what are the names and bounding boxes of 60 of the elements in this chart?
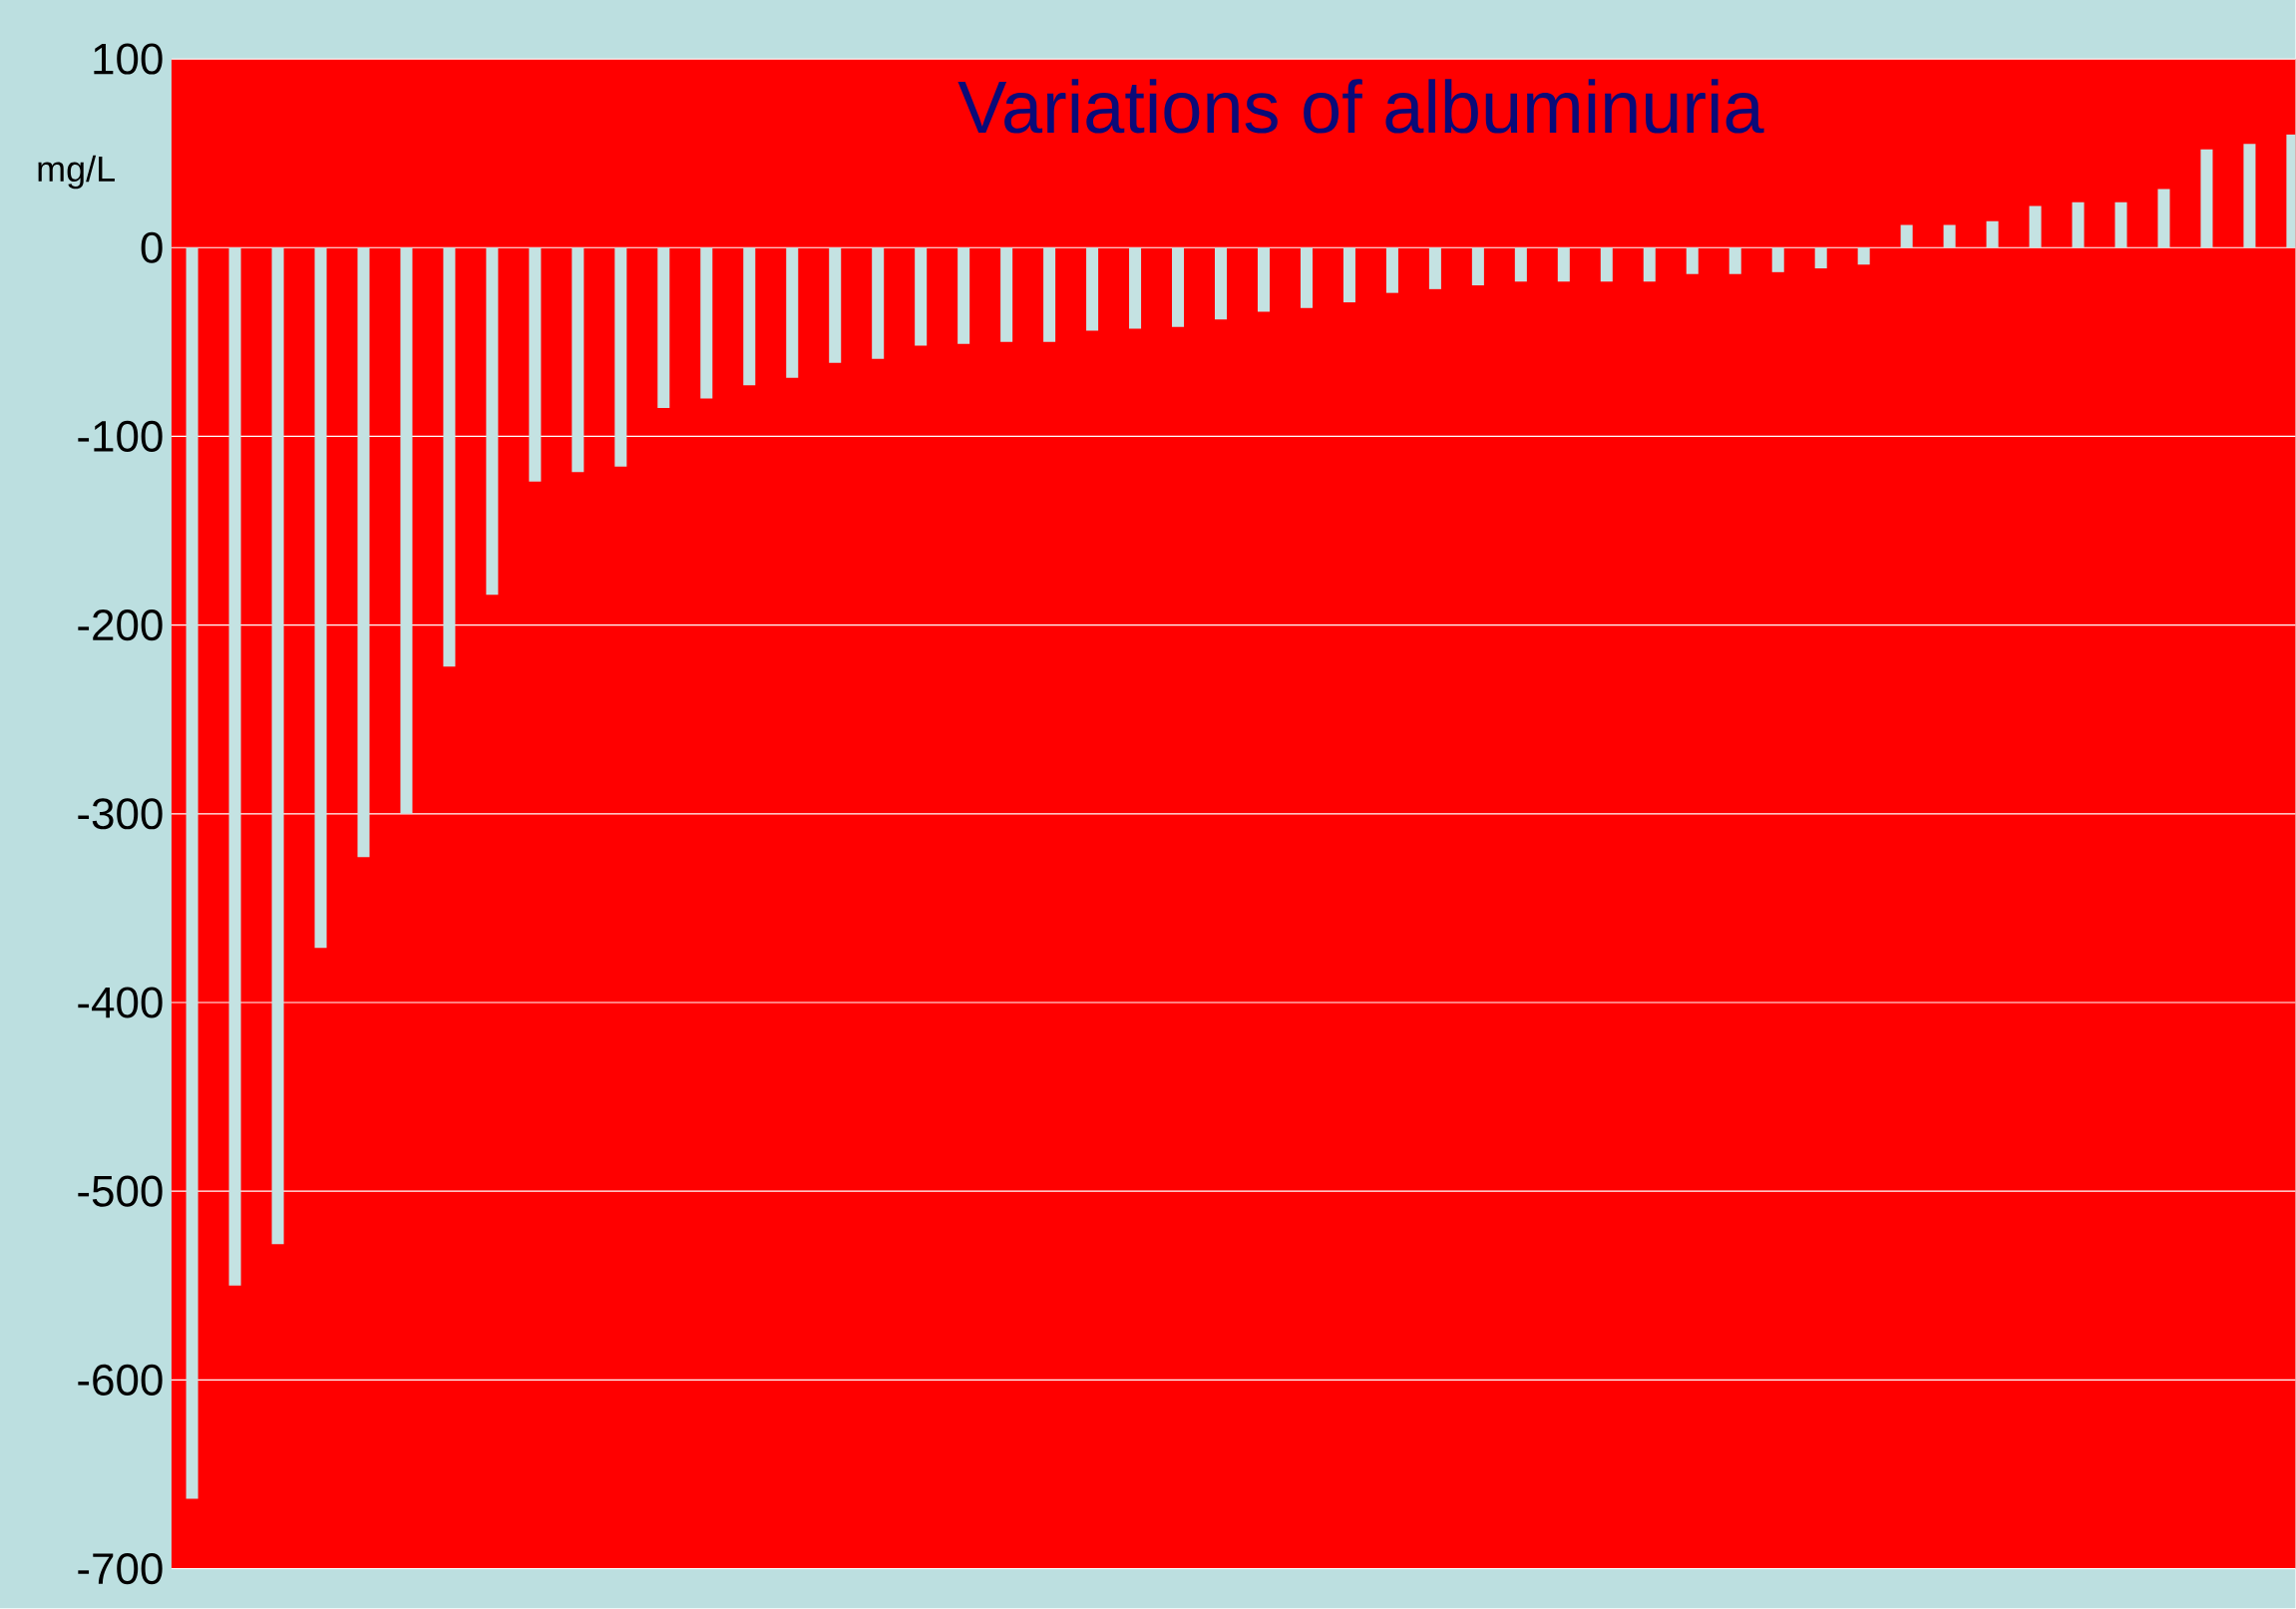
bar	[614, 247, 627, 467]
bar	[957, 247, 970, 344]
bar	[1514, 247, 1527, 282]
bar	[1728, 247, 1741, 274]
bar	[314, 247, 327, 949]
bar	[1000, 247, 1013, 343]
bar	[186, 247, 198, 1499]
bar	[1086, 247, 1099, 331]
bar	[872, 247, 885, 360]
y-tick-label: -400	[78, 987, 163, 1018]
bar	[1172, 247, 1185, 327]
bar	[1814, 247, 1827, 269]
bar	[529, 247, 542, 483]
bar	[1900, 224, 1913, 248]
bar	[228, 247, 241, 1286]
bar	[1342, 247, 1355, 303]
y-tick-label: -700	[78, 1553, 163, 1585]
bar	[443, 247, 456, 667]
bar	[486, 247, 499, 596]
bar	[1257, 247, 1270, 312]
y-tick-label: 100	[94, 43, 163, 75]
bar	[1643, 247, 1656, 282]
bar	[657, 247, 670, 409]
bar	[1771, 247, 1784, 273]
y-tick-label: -600	[78, 1365, 163, 1397]
bar	[1471, 247, 1484, 286]
chart-title: Variations of albuminuria	[957, 79, 1764, 134]
bar	[2200, 150, 2213, 248]
y-tick-label: 0	[141, 231, 163, 264]
bar	[2029, 205, 2042, 248]
bar	[1600, 247, 1613, 282]
bar	[1986, 220, 1999, 248]
bar	[2114, 202, 2127, 248]
bar	[829, 247, 842, 363]
bar	[271, 247, 284, 1245]
bar	[357, 247, 370, 858]
bar	[786, 247, 799, 378]
bar	[1943, 224, 1956, 248]
bar	[1857, 247, 1870, 265]
bar	[700, 247, 713, 399]
y-tick-label: -200	[78, 609, 163, 641]
bar	[400, 247, 413, 815]
bar	[1214, 247, 1228, 320]
bar	[915, 247, 928, 346]
bar	[1557, 247, 1570, 282]
bar	[2072, 202, 2085, 248]
y-tick-label: -300	[78, 798, 163, 830]
y-tick-label: -500	[78, 1175, 163, 1207]
bar	[1686, 247, 1699, 274]
bar	[1428, 247, 1441, 290]
bar	[1300, 247, 1313, 308]
y-axis-title: mg/L	[38, 156, 115, 190]
y-tick-label: -100	[78, 421, 163, 453]
bar	[2157, 189, 2170, 248]
bar	[743, 247, 756, 386]
bar	[1385, 247, 1398, 293]
bar	[2243, 144, 2256, 248]
bar	[572, 247, 584, 473]
bar	[1129, 247, 1142, 329]
bar	[1043, 247, 1056, 343]
